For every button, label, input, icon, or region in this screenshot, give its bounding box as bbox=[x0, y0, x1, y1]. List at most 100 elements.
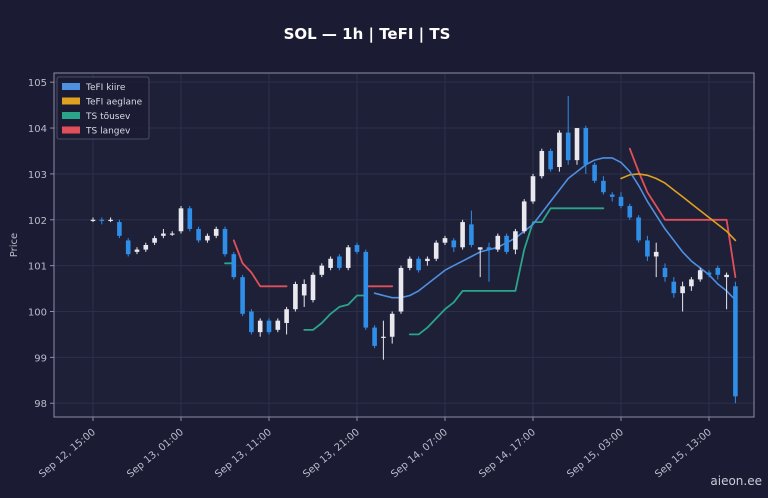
candle-body bbox=[143, 245, 149, 250]
y-axis: 98 99 100 101 102 103 104 105 bbox=[28, 78, 54, 410]
candle bbox=[706, 270, 712, 278]
candle bbox=[513, 228, 518, 255]
candle bbox=[495, 233, 501, 252]
candle-body bbox=[557, 132, 562, 168]
candle-body bbox=[187, 208, 193, 229]
candle-body bbox=[477, 247, 483, 250]
candle-body bbox=[609, 194, 615, 197]
candle-body bbox=[451, 240, 457, 248]
candle bbox=[161, 228, 166, 239]
candle-body bbox=[548, 150, 553, 170]
candle bbox=[205, 233, 210, 243]
candle bbox=[354, 242, 360, 255]
candle-body bbox=[363, 251, 369, 328]
candle-body bbox=[680, 286, 685, 294]
candle-body bbox=[310, 274, 316, 301]
candle bbox=[275, 318, 281, 333]
y-tick-label: 105 bbox=[28, 78, 47, 89]
candle bbox=[363, 249, 369, 330]
candle bbox=[293, 281, 298, 312]
candle-body bbox=[636, 217, 641, 241]
candle bbox=[530, 173, 536, 204]
y-tick-label: 100 bbox=[28, 308, 47, 319]
candle bbox=[486, 242, 492, 282]
candle-body bbox=[495, 235, 501, 250]
candle bbox=[108, 217, 113, 223]
candle bbox=[574, 128, 580, 165]
candle bbox=[416, 256, 421, 273]
candle bbox=[592, 162, 597, 184]
legend: TeFI kiire TeFI aeglane TS tõusev TS langev bbox=[56, 76, 150, 140]
candle-body bbox=[469, 224, 474, 245]
candle-body bbox=[565, 132, 571, 161]
legend-label-ts-down: TS langev bbox=[85, 127, 131, 137]
candle-body bbox=[152, 238, 157, 243]
candle-body bbox=[117, 222, 122, 236]
candle-body bbox=[249, 311, 254, 333]
candle-body bbox=[196, 228, 201, 241]
tefi-slow-line bbox=[620, 173, 737, 242]
candle-body bbox=[407, 258, 413, 268]
candle bbox=[469, 210, 474, 248]
candle bbox=[240, 274, 245, 317]
candle bbox=[653, 242, 659, 278]
candle-body bbox=[205, 235, 210, 241]
y-tick-label: 98 bbox=[34, 399, 47, 410]
candle bbox=[345, 245, 351, 271]
candle bbox=[222, 226, 228, 257]
candle-body bbox=[293, 283, 298, 310]
legend-swatch-tefi-slow bbox=[62, 97, 80, 105]
candle-body bbox=[521, 201, 527, 232]
legend-swatch-ts-up bbox=[62, 112, 80, 119]
candle bbox=[451, 238, 457, 252]
candle-body bbox=[425, 258, 430, 262]
candle-body bbox=[345, 247, 351, 268]
candle bbox=[125, 238, 131, 257]
candle bbox=[557, 130, 562, 172]
candle bbox=[442, 235, 448, 245]
chart-title: SOL — 1h | TeFI | TS bbox=[284, 25, 451, 44]
candle bbox=[301, 279, 307, 307]
candle-body bbox=[662, 267, 668, 278]
candle bbox=[645, 235, 650, 262]
candle-body bbox=[178, 208, 184, 232]
candle bbox=[319, 263, 325, 278]
candle bbox=[178, 206, 184, 234]
candle-body bbox=[539, 150, 545, 177]
candle-body bbox=[328, 258, 333, 268]
candle bbox=[407, 256, 413, 271]
candle-body bbox=[108, 219, 113, 221]
candle-body bbox=[697, 270, 703, 280]
candle bbox=[266, 318, 272, 335]
watermark: aieon.ee bbox=[710, 474, 762, 488]
legend-label-ts-up: TS tõusev bbox=[85, 112, 131, 122]
candle bbox=[460, 219, 465, 250]
ts-down-line bbox=[232, 147, 737, 288]
candle bbox=[187, 206, 193, 232]
candle-body bbox=[724, 274, 729, 278]
candle bbox=[724, 272, 729, 310]
candle-body bbox=[240, 277, 245, 314]
candle bbox=[169, 231, 175, 236]
candle-body bbox=[733, 286, 738, 397]
candle bbox=[389, 311, 395, 344]
candle-body bbox=[381, 336, 386, 338]
candle bbox=[601, 176, 606, 195]
candle-body bbox=[372, 327, 377, 346]
plot-area bbox=[54, 73, 754, 417]
candle-body bbox=[169, 233, 175, 235]
candle bbox=[90, 217, 96, 223]
candle bbox=[231, 251, 237, 280]
y-tick-label: 103 bbox=[28, 170, 47, 181]
candle bbox=[609, 192, 615, 202]
candle-body bbox=[530, 176, 536, 202]
candle-body bbox=[257, 320, 263, 333]
candle-body bbox=[583, 128, 589, 165]
candle-body bbox=[618, 196, 624, 207]
y-tick-label: 104 bbox=[28, 124, 47, 135]
candle-body bbox=[715, 267, 721, 275]
candle bbox=[697, 267, 703, 282]
candle bbox=[689, 277, 694, 291]
candle-body bbox=[689, 279, 694, 287]
